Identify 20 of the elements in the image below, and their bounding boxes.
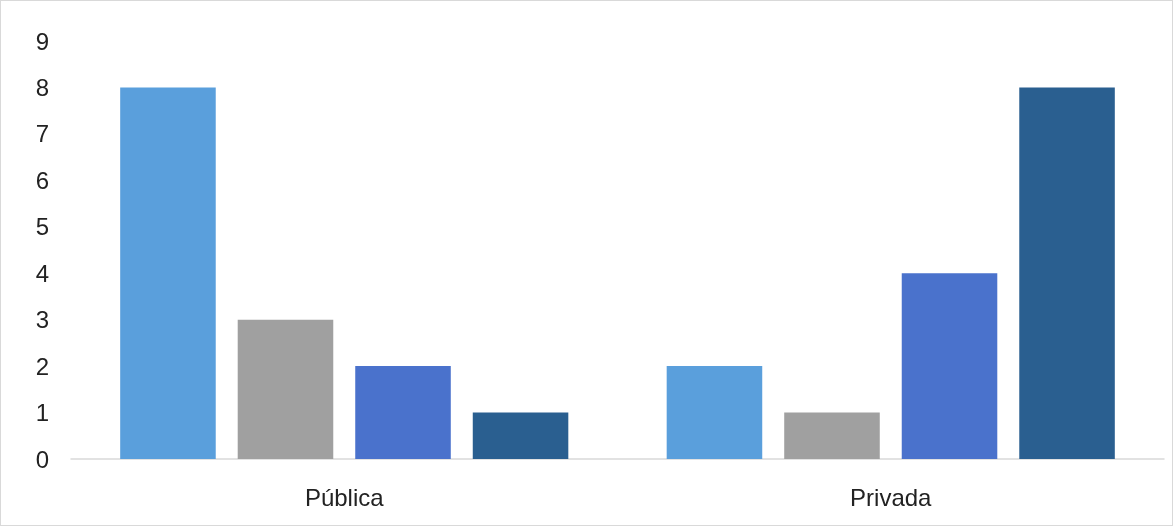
y-tick-label: 7 <box>35 120 49 148</box>
y-tick-label: 0 <box>35 445 49 473</box>
y-tick-label: 3 <box>35 306 49 334</box>
bar <box>784 412 880 459</box>
x-tick-label: Privada <box>850 483 933 511</box>
y-tick-label: 2 <box>35 352 49 380</box>
bar <box>901 273 998 459</box>
bar <box>120 87 216 459</box>
y-tick-label: 5 <box>35 213 49 241</box>
bar <box>1019 87 1115 459</box>
bar <box>355 366 451 459</box>
y-tick-label: 6 <box>35 166 49 194</box>
bar <box>237 319 334 459</box>
y-tick-label: 9 <box>35 27 49 55</box>
x-tick-label: Pública <box>304 483 385 511</box>
y-tick-label: 1 <box>35 399 49 427</box>
y-tick-label: 4 <box>35 259 49 287</box>
bar <box>472 412 569 459</box>
bar <box>666 366 763 459</box>
y-tick-label: 8 <box>35 73 49 101</box>
